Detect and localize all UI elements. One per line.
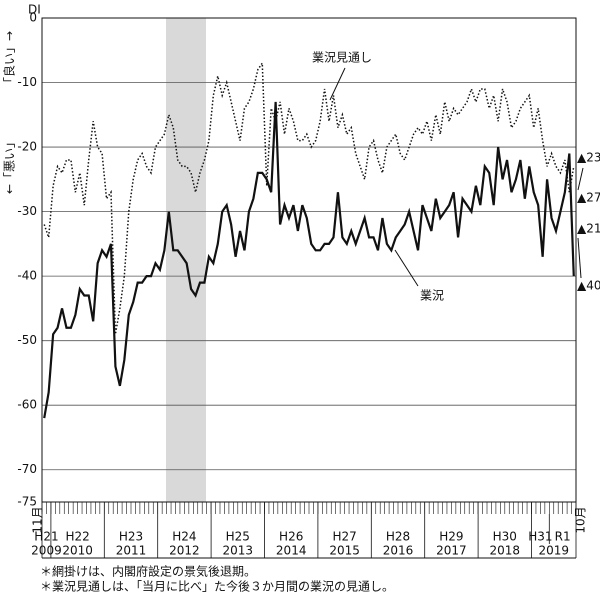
axis-label: 「良い」→ <box>2 31 17 89</box>
year-label: 2016 <box>383 544 414 558</box>
y-tick-label: -30 <box>17 204 37 218</box>
y-tick-label: -60 <box>17 398 37 412</box>
y-tick-label: -70 <box>17 462 37 476</box>
leader-line <box>329 67 346 101</box>
y-tick-label: -50 <box>17 333 37 347</box>
series-line <box>43 101 575 419</box>
arrow <box>577 237 582 279</box>
annotation: ▲23 <box>577 151 600 165</box>
era-label: H27 <box>332 530 356 544</box>
year-label: 2019 <box>538 544 569 558</box>
era-label: H31 <box>528 530 552 544</box>
era-label: H21 <box>34 530 58 544</box>
arrow <box>577 167 584 191</box>
year-label: 2010 <box>62 544 93 558</box>
y-tick-label: -40 <box>17 269 37 283</box>
era-label: H29 <box>439 530 463 544</box>
era-label: H25 <box>226 530 250 544</box>
year-label: 2017 <box>436 544 467 558</box>
era-label: H23 <box>119 530 143 544</box>
start-month: 11月 <box>31 506 45 533</box>
leader-line <box>394 249 419 287</box>
y-tick-label: -10 <box>17 75 37 89</box>
series-label: 業況 <box>420 288 444 303</box>
plot-frame <box>41 17 577 503</box>
year-label: 2013 <box>223 544 254 558</box>
note: ＊業況見通しは、「当月に比べ」た今後３か月間の業況の見通し。 <box>40 579 394 593</box>
annotation: ▲40 <box>577 279 600 293</box>
era-label: R1 <box>555 530 571 544</box>
era-label: H30 <box>493 530 517 544</box>
annotation: ▲27 <box>577 191 600 205</box>
y-tick-label: -20 <box>17 140 37 154</box>
y-tick-label: -75 <box>17 495 37 509</box>
axis-label: ←「悪い」 <box>3 136 17 194</box>
recession-shade <box>166 18 206 502</box>
note: ＊網掛けは、内閣府設定の景気後退期。 <box>40 564 256 579</box>
era-label: H22 <box>65 530 89 544</box>
year-label: 2011 <box>116 544 147 558</box>
year-label: 2014 <box>276 544 307 558</box>
y-tick-label: 0 <box>29 11 37 25</box>
era-label: H26 <box>279 530 303 544</box>
end-month: 10月 <box>574 506 588 533</box>
year-label: 2015 <box>329 544 360 558</box>
year-label: 2012 <box>169 544 200 558</box>
series-line <box>43 60 575 335</box>
annotation: ▲21 <box>577 222 600 236</box>
series-label: 業況見通し <box>312 50 372 65</box>
y-unit-label: DI <box>28 3 41 17</box>
era-label: H28 <box>386 530 410 544</box>
year-label: 2018 <box>490 544 521 558</box>
year-label: 2009 <box>31 544 62 558</box>
era-label: H24 <box>172 530 196 544</box>
